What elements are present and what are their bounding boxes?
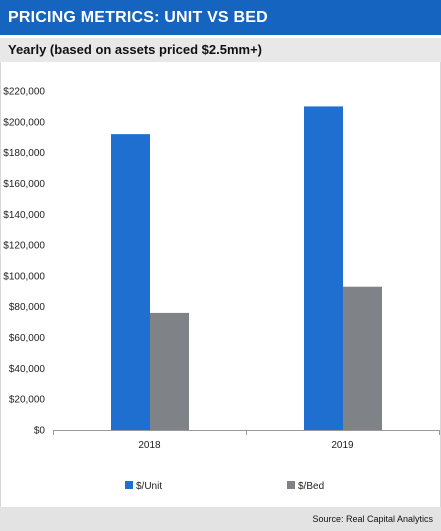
legend-swatch-bed bbox=[287, 481, 295, 489]
y-tick-label: $0 bbox=[34, 426, 46, 437]
bar-unit bbox=[304, 106, 343, 430]
legend-swatch-unit bbox=[125, 481, 133, 489]
legend-label-unit: $/Unit bbox=[136, 481, 162, 492]
bar-bed bbox=[150, 312, 189, 430]
y-tick-label: $80,000 bbox=[9, 302, 46, 313]
y-tick-label: $220,000 bbox=[3, 87, 45, 98]
y-tick-label: $20,000 bbox=[9, 395, 46, 406]
source-note: Source: Real Capital Analytics bbox=[0, 507, 441, 531]
bar-bed bbox=[343, 286, 382, 430]
chart-title: PRICING METRICS: UNIT VS BED bbox=[0, 0, 441, 35]
y-tick-label: $200,000 bbox=[3, 117, 45, 128]
chart-subtitle: Yearly (based on assets priced $2.5mm+) bbox=[0, 38, 441, 62]
x-category-label: 2018 bbox=[138, 440, 161, 451]
y-tick-label: $180,000 bbox=[3, 148, 45, 159]
y-tick-label: $60,000 bbox=[9, 333, 46, 344]
y-tick-label: $100,000 bbox=[3, 271, 45, 282]
bar-chart: $0 $20,000 $40,000 $60,000 $80,000 $100,000 $1… bbox=[3, 87, 440, 492]
y-tick-label: $140,000 bbox=[3, 210, 45, 221]
legend-label-bed: $/Bed bbox=[298, 481, 324, 492]
x-category-label: 2019 bbox=[331, 440, 354, 451]
bar-unit bbox=[111, 134, 150, 430]
y-tick-label: $40,000 bbox=[9, 364, 46, 375]
chart-area: $0 $20,000 $40,000 $60,000 $80,000 $100,000 $1… bbox=[0, 62, 441, 507]
y-tick-label: $160,000 bbox=[3, 179, 45, 190]
y-tick-label: $120,000 bbox=[3, 241, 45, 252]
